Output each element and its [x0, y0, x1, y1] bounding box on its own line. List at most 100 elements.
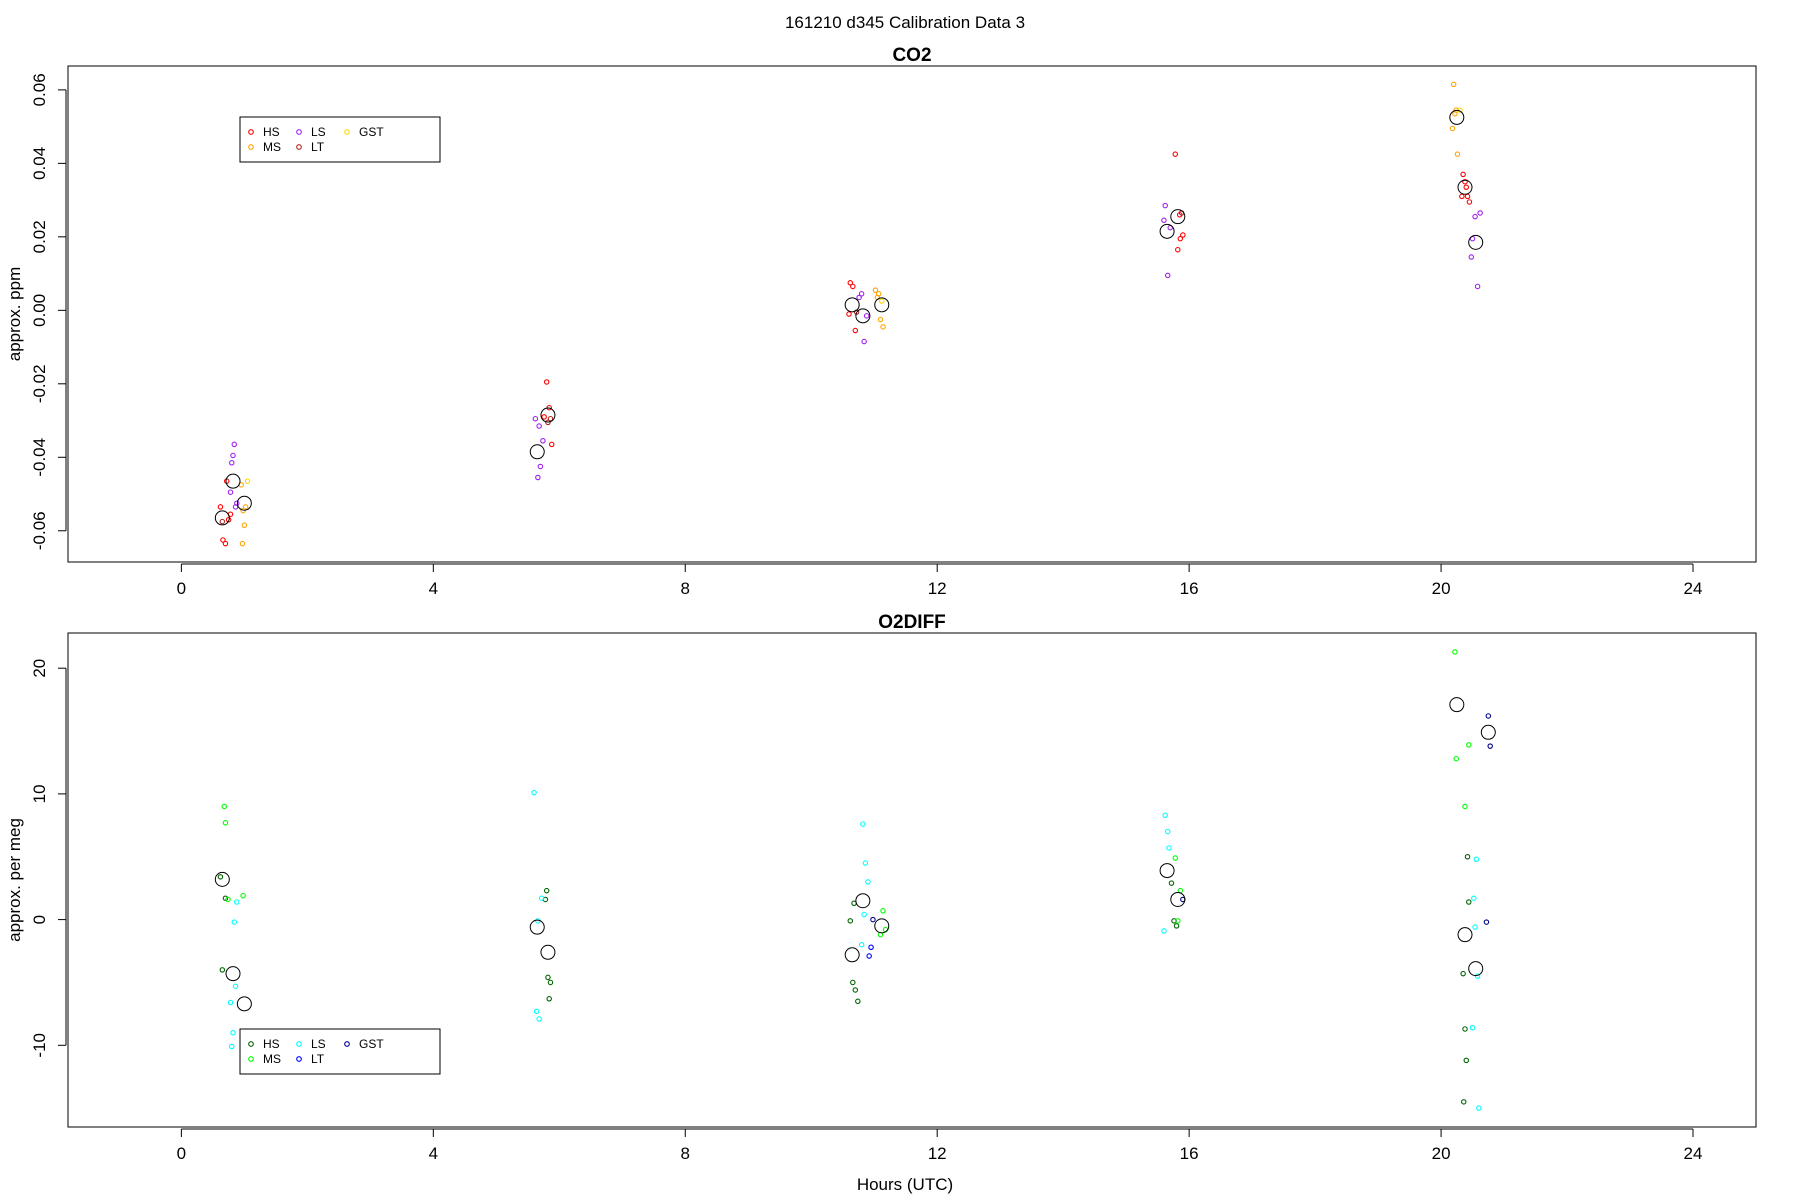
- co2-x-tick-label: 8: [681, 579, 690, 598]
- o2diff-legend-marker: [248, 1041, 254, 1047]
- o2diff-point-series-2: [230, 1029, 236, 1036]
- o2diff-x-tick-label: 4: [429, 1144, 438, 1163]
- co2-y-tick-label: 0.02: [30, 220, 49, 253]
- co2-point-series-1: [872, 287, 879, 293]
- co2-point-series-2: [532, 415, 539, 422]
- o2diff-legend-label: LS: [311, 1037, 326, 1051]
- o2diff-point-series-0: [1464, 853, 1471, 860]
- co2-y-tick-label: 0.04: [30, 147, 49, 180]
- co2-point-series-2: [1468, 254, 1475, 260]
- co2-mean-point: [1457, 179, 1473, 195]
- co2-point-series-2: [856, 294, 862, 301]
- o2diff-point-series-2: [232, 983, 239, 989]
- o2diff-point-series-2: [538, 895, 545, 901]
- o2diff-point-series-4: [1487, 743, 1493, 749]
- co2-point-series-0: [220, 537, 226, 543]
- o2diff-y-axis-label: approx. per meg: [5, 818, 24, 942]
- o2diff-point-series-2: [1469, 1024, 1476, 1031]
- co2-mean-point: [1159, 223, 1175, 239]
- o2diff-point-series-0: [217, 874, 224, 880]
- co2-mean-point: [214, 510, 230, 526]
- o2diff-point-series-4: [870, 916, 876, 923]
- co2-mean-point: [874, 297, 890, 313]
- o2diff-mean-point: [529, 919, 545, 935]
- o2diff-y-tick-label: 10: [30, 784, 49, 803]
- co2-point-series-0: [217, 504, 224, 510]
- o2diff-x-tick-label: 24: [1684, 1144, 1703, 1163]
- o2diff-mean-point: [214, 871, 230, 887]
- co2-point-series-0: [1464, 193, 1471, 200]
- co2-point-series-2: [231, 441, 238, 448]
- o2diff-point-series-2: [1166, 845, 1172, 851]
- o2diff-point-series-1: [1452, 649, 1458, 655]
- co2-x-tick-label: 16: [1180, 579, 1199, 598]
- co2-point-series-2: [861, 338, 867, 345]
- co2-y-tick-label: -0.02: [30, 364, 49, 403]
- co2-point-series-0: [1180, 232, 1186, 238]
- co2-title: CO2: [892, 45, 931, 66]
- co2-point-series-2: [1164, 272, 1171, 279]
- o2diff-legend-label: HS: [263, 1037, 280, 1051]
- co2-legend-box: [239, 116, 441, 163]
- co2-mean-point: [236, 495, 252, 511]
- co2-point-series-4: [879, 298, 885, 304]
- co2-point-series-3: [545, 419, 551, 426]
- co2-point-series-2: [229, 460, 235, 466]
- co2-y-tick-label: 0.06: [30, 73, 49, 106]
- o2diff-point-series-2: [1161, 928, 1167, 934]
- o2diff-point-series-3: [866, 953, 872, 959]
- co2-y-tick-label: 0.00: [30, 294, 49, 327]
- co2-x-tick-label: 4: [429, 579, 438, 598]
- co2-mean-point: [855, 308, 871, 324]
- co2-point-series-1: [880, 324, 886, 330]
- co2-point-series-0: [543, 379, 550, 385]
- co2-point-series-2: [227, 489, 234, 495]
- o2diff-x-tick-label: 8: [681, 1144, 690, 1163]
- o2diff-mean-point: [1170, 891, 1186, 907]
- o2diff-panel: O2DIFF 0 4 8 12 16 20 24 -10 0 10 20 approx. per meg…: [5, 612, 1757, 1163]
- o2diff-point-series-4: [1483, 919, 1490, 925]
- co2-point-series-2: [863, 313, 870, 319]
- o2diff-point-series-2: [231, 919, 238, 925]
- o2diff-legend-label: GST: [359, 1037, 384, 1051]
- co2-panel: CO2 0 4 8 12 16 20 24 -0.06 -0.04 -0.02 0.00 0.02 0.0…: [5, 45, 1757, 598]
- o2diff-point-series-1: [1453, 755, 1459, 762]
- co2-point-series-2: [234, 500, 240, 506]
- o2diff-point-series-2: [1474, 973, 1481, 979]
- co2-point-series-0: [541, 414, 547, 420]
- o2diff-legend-marker: [344, 1041, 350, 1047]
- o2diff-point-series-2: [229, 1043, 235, 1050]
- co2-mean-point: [844, 297, 860, 313]
- o2diff-legend-label: LT: [311, 1052, 325, 1066]
- co2-plot-frame: [67, 65, 1757, 563]
- o2diff-point-series-2: [227, 999, 234, 1006]
- o2diff-x-tick-label: 0: [177, 1144, 186, 1163]
- o2diff-mean-point: [1468, 961, 1484, 977]
- o2diff-title: O2DIFF: [878, 612, 946, 633]
- co2-y-tick-label: -0.04: [30, 438, 49, 477]
- co2-point-series-2: [1472, 213, 1478, 220]
- o2diff-point-series-1: [1172, 855, 1179, 861]
- o2diff-point-series-0: [1171, 918, 1177, 924]
- co2-point-series-1: [1452, 111, 1458, 117]
- o2diff-point-series-2: [1473, 856, 1480, 863]
- co2-mean-point: [225, 473, 241, 489]
- co2-legend-marker: [296, 144, 302, 150]
- o2diff-point-series-0: [1460, 970, 1466, 977]
- o2diff-y-tick-label: 20: [30, 659, 49, 678]
- co2-point-series-2: [540, 438, 546, 444]
- o2diff-point-series-4: [1485, 713, 1492, 719]
- o2diff-point-series-2: [1162, 812, 1168, 819]
- co2-legend-label: LS: [311, 125, 326, 139]
- o2diff-mean-point: [1449, 697, 1465, 713]
- o2diff-mean-point: [874, 918, 890, 934]
- co2-x-tick-label: 0: [177, 579, 186, 598]
- co2-point-series-0: [1463, 184, 1470, 190]
- o2diff-point-series-1: [880, 908, 886, 914]
- o2diff-plot-frame: [67, 632, 1757, 1128]
- co2-x-tick-label: 24: [1684, 579, 1703, 598]
- co2-point-series-0: [1466, 199, 1473, 205]
- o2diff-x-tick-label: 12: [928, 1144, 947, 1163]
